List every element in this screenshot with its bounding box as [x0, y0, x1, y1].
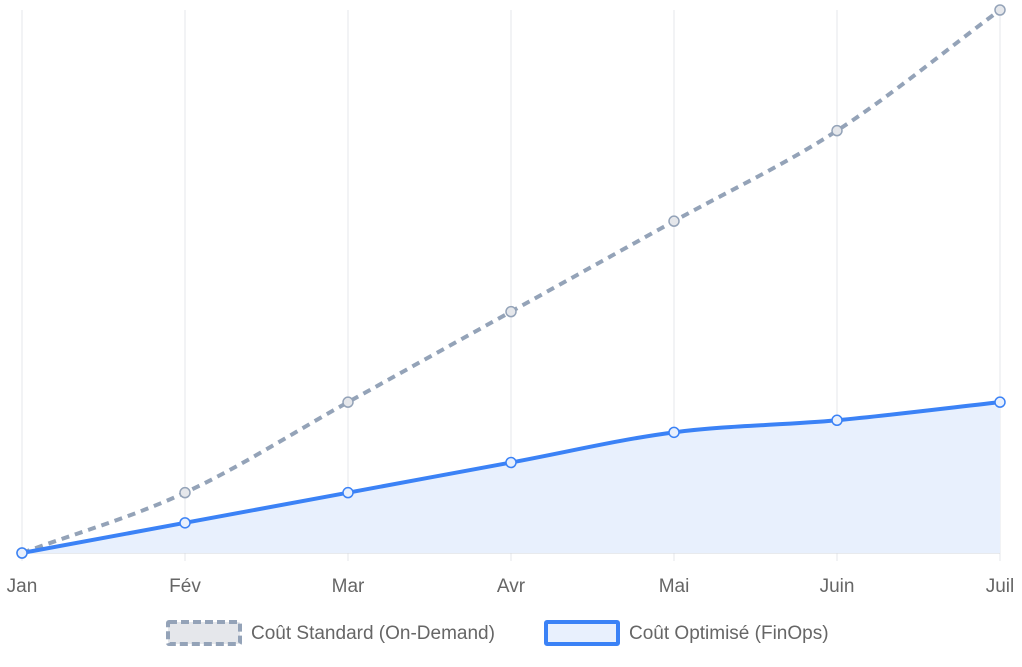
x-tick-label: Juil	[986, 576, 1015, 597]
data-points	[16, 4, 1006, 559]
area-fills	[22, 402, 1000, 553]
legend-swatch-optimized[interactable]	[544, 620, 620, 646]
x-tick-label: Fév	[169, 576, 201, 597]
grid-lines	[21, 10, 1001, 561]
data-point[interactable]	[342, 486, 354, 499]
series-area-1	[22, 402, 1000, 553]
data-point[interactable]	[831, 414, 843, 427]
data-point[interactable]	[831, 124, 843, 137]
x-tick-label: Mai	[659, 576, 690, 597]
legend-label-standard[interactable]: Coût Standard (On-Demand)	[251, 623, 495, 644]
data-point[interactable]	[668, 215, 680, 227]
x-tick-label: Mar	[332, 576, 365, 597]
legend-label-optimized[interactable]: Coût Optimisé (FinOps)	[629, 623, 829, 644]
data-point[interactable]	[179, 486, 191, 499]
data-point[interactable]	[179, 517, 191, 529]
x-tick-label: Avr	[497, 576, 526, 597]
x-tick-label: Juin	[820, 576, 855, 597]
x-tick-label: Jan	[7, 576, 38, 597]
data-point[interactable]	[668, 426, 680, 439]
x-axis-ticks: Jan Fév Mar Avr Mai Juin Juil	[7, 576, 1015, 597]
data-point[interactable]	[342, 396, 354, 408]
legend[interactable]: Coût Standard (On-Demand) Coût Optimisé …	[166, 620, 829, 646]
data-point[interactable]	[505, 456, 517, 469]
data-point[interactable]	[16, 547, 28, 559]
legend-swatch-standard[interactable]	[166, 620, 242, 646]
data-point[interactable]	[994, 4, 1006, 16]
data-point[interactable]	[994, 396, 1006, 408]
data-point[interactable]	[505, 305, 517, 318]
